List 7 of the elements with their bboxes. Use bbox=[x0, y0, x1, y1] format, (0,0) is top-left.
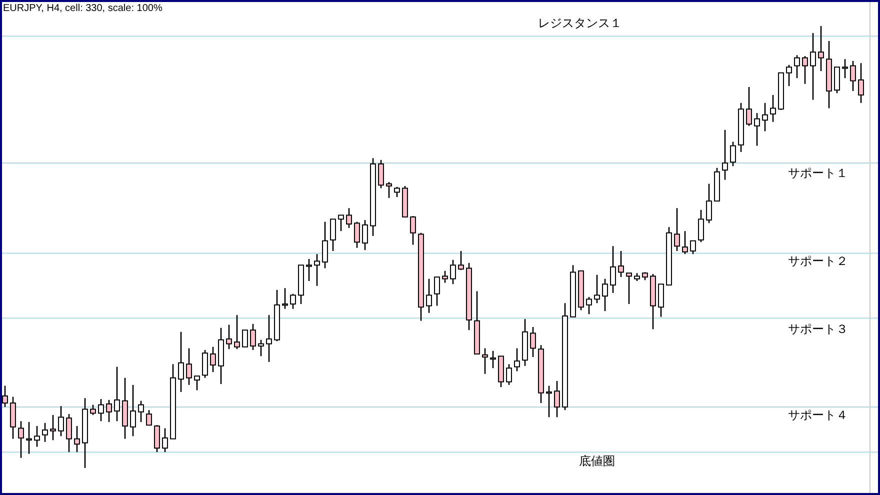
ref-label: レジスタンス１ bbox=[538, 16, 622, 30]
ref-label: サポート４ bbox=[788, 408, 848, 422]
chart-title: EURJPY, H4, cell: 330, scale: 100% bbox=[3, 3, 162, 14]
ref-label: サポート２ bbox=[788, 254, 848, 268]
ref-label: サポート１ bbox=[788, 166, 848, 180]
ref-label: 底値圏 bbox=[579, 454, 615, 468]
ref-label: サポート３ bbox=[788, 322, 848, 336]
